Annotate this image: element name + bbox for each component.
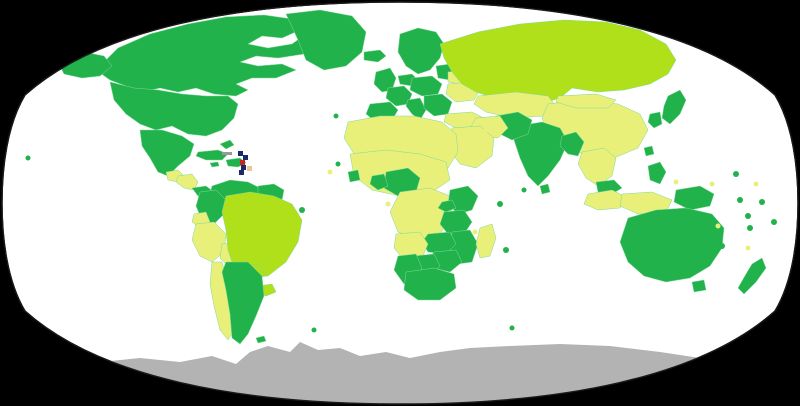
island-dot-pacific-11 (733, 171, 739, 177)
region-madagascar (475, 223, 497, 259)
region-tasmania (691, 279, 707, 293)
island-dot-pacific-6 (771, 219, 777, 225)
region-mexico (139, 129, 195, 177)
caribbean-marker-cluster (222, 151, 252, 175)
region-oceania (619, 185, 767, 295)
region-bahamas (219, 139, 235, 150)
caribbean-marker-1 (238, 151, 243, 156)
region-australia (619, 207, 725, 283)
island-dot-south-atlantic (311, 327, 317, 333)
region-south-africa (403, 267, 457, 301)
region-sierra-leone (347, 169, 361, 183)
island-dot-pacific-10 (719, 243, 725, 249)
caribbean-marker-3 (240, 160, 245, 165)
island-dot-pacific-4 (737, 197, 743, 203)
region-russia (439, 19, 677, 105)
region-argentina (221, 261, 265, 345)
island-dot-pacific-1 (673, 179, 679, 185)
island-dot-south-indian (509, 325, 515, 331)
caribbean-marker-5 (239, 170, 244, 175)
island-dot-pacific-9 (747, 225, 753, 231)
island-dot-cape-verde (335, 161, 341, 167)
island-dot-hawaii (25, 155, 31, 161)
island-dot-pacific-2 (709, 181, 715, 187)
region-peru (191, 221, 227, 263)
caribbean-marker-gray (222, 152, 232, 155)
island-dot-pacific-8 (745, 213, 751, 219)
region-india (513, 121, 569, 187)
island-dot-azores (333, 113, 339, 119)
region-north-america (57, 9, 367, 199)
island-dot-indian-2 (472, 229, 478, 235)
island-dot-pacific-12 (715, 223, 721, 229)
region-papua-new-guinea (673, 185, 715, 211)
island-dot-maldives (521, 187, 527, 193)
region-asia (439, 19, 687, 215)
island-dot-pacific-3 (753, 181, 759, 187)
region-africa (343, 115, 497, 301)
region-cuba (195, 149, 229, 161)
region-uganda-rwanda (437, 199, 457, 213)
region-new-zealand (737, 257, 767, 295)
region-germany-poland (409, 75, 443, 97)
region-jamaica (209, 161, 220, 168)
region-greenland (285, 9, 367, 71)
caribbean-marker-4 (241, 165, 246, 170)
island-dot-atlantic-1 (299, 207, 305, 213)
region-korea (647, 111, 663, 129)
island-dot-indian-1 (497, 201, 503, 207)
region-sri-lanka (539, 183, 551, 195)
caribbean-marker-2 (243, 155, 248, 160)
region-indonesia-sumatra (583, 189, 629, 211)
region-united-states (109, 81, 239, 137)
region-canada (95, 14, 319, 97)
region-south-america (191, 179, 303, 345)
region-iceland (363, 49, 387, 63)
island-dot-atlantic-2 (327, 169, 333, 175)
island-dot-atlantic-3 (385, 201, 391, 207)
region-falklands (255, 335, 267, 344)
small-island-markers (25, 113, 777, 333)
island-dot-pacific-7 (745, 245, 751, 251)
region-mongolia (555, 93, 617, 109)
caribbean-marker-6 (247, 166, 252, 171)
region-taiwan (643, 145, 655, 157)
region-philippines (647, 161, 667, 185)
region-norway-sweden-finland (397, 27, 445, 75)
region-bangladesh-myanmar (559, 131, 585, 157)
region-ghana-togo (369, 173, 389, 191)
region-malaysia (595, 179, 623, 195)
island-dot-indian-3 (503, 247, 509, 253)
region-brazil (221, 191, 303, 279)
island-dot-pacific-5 (759, 199, 765, 205)
region-japan (661, 89, 687, 125)
island-dot-gulf (483, 127, 489, 133)
